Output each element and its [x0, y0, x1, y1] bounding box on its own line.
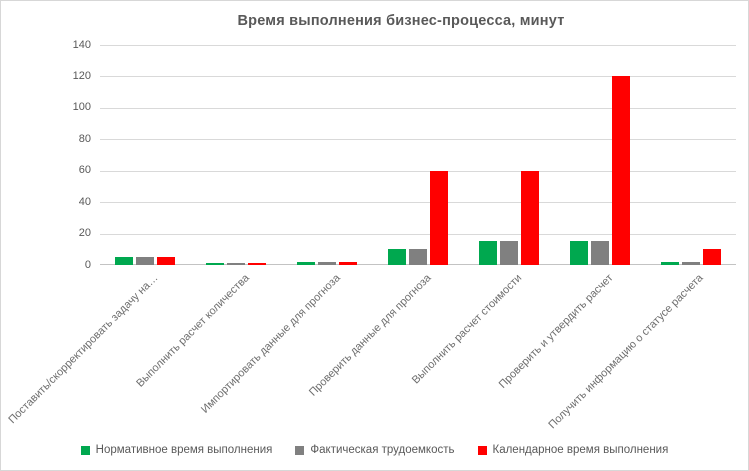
bar-normative — [388, 249, 406, 265]
bar-normative — [660, 261, 679, 265]
y-axis-label: 40 — [78, 195, 91, 208]
bar-actual — [590, 241, 609, 265]
bar-group — [569, 45, 631, 265]
legend-swatch-actual — [295, 445, 305, 455]
bar-calendar — [520, 170, 539, 265]
x-axis-label: Получить информацию о статусе расчета — [546, 272, 707, 432]
bar-calendar — [702, 249, 721, 265]
gridline — [100, 170, 736, 172]
bar-normative — [115, 257, 134, 265]
bar-actual — [318, 261, 337, 265]
gridline — [100, 202, 736, 204]
bar-group — [114, 45, 176, 265]
y-axis-label: 60 — [78, 164, 91, 177]
bar-calendar — [339, 261, 358, 265]
y-axis-label: 0 — [84, 258, 91, 271]
bar-calendar — [430, 170, 448, 265]
bar-actual — [136, 257, 155, 265]
bar-group — [387, 45, 449, 265]
x-axis-label: Выполнить расчет стоимости — [409, 272, 525, 387]
legend-item-actual: Фактическая трудоемкость — [295, 443, 455, 457]
chart-title: Время выполнения бизнес-процесса, минут — [237, 13, 565, 29]
bar-calendar — [248, 263, 267, 265]
y-axis-label: 120 — [72, 69, 91, 82]
legend-item-calendar: Календарное время выполнения — [477, 443, 669, 457]
bar-normative — [569, 241, 588, 265]
bar-group — [296, 45, 358, 265]
bar-actual — [227, 263, 246, 265]
legend-item-normative: Нормативное время выполнения — [80, 443, 273, 457]
x-axis-label: Поставить/скорректировать задачу на… — [6, 272, 161, 427]
bar-group — [205, 45, 267, 265]
bar-actual — [499, 241, 518, 265]
bar-group — [660, 45, 722, 265]
y-axis-label: 100 — [72, 101, 91, 114]
gridline — [100, 233, 736, 235]
legend-swatch-normative — [80, 445, 90, 455]
legend-label-normative: Нормативное время выполнения — [95, 444, 273, 456]
plot-area — [100, 45, 736, 265]
bar-normative — [206, 263, 225, 265]
bar-normative — [297, 261, 316, 265]
bar-actual — [409, 249, 427, 265]
gridline — [100, 139, 736, 141]
legend-label-actual: Фактическая трудоемкость — [310, 444, 455, 456]
bar-actual — [681, 261, 700, 265]
y-axis-label: 20 — [78, 227, 91, 240]
y-axis-label: 140 — [72, 38, 91, 51]
y-axis-label: 80 — [78, 132, 91, 145]
bar-calendar — [157, 257, 176, 265]
legend-label-calendar: Календарное время выполнения — [492, 444, 669, 456]
bar-calendar — [611, 76, 630, 265]
gridline — [100, 107, 736, 109]
gridline — [100, 76, 736, 78]
bar-group — [478, 45, 540, 265]
bar-normative — [478, 241, 497, 265]
legend: Нормативное время выполнения Фактическая … — [1, 443, 748, 457]
gridline — [100, 45, 736, 46]
legend-swatch-calendar — [477, 445, 487, 455]
